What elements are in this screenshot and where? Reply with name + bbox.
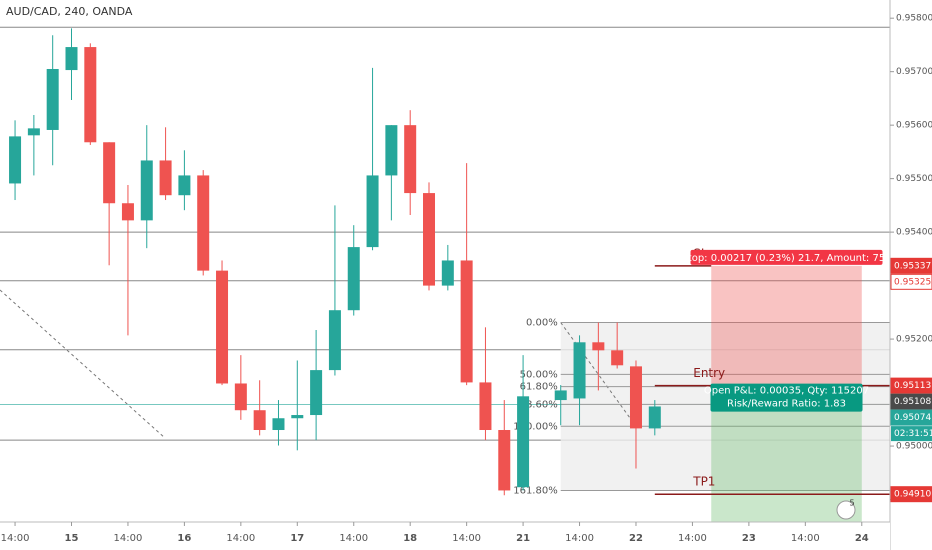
candle-body — [272, 418, 285, 431]
chart-title: AUD/CAD, 240, OANDA — [6, 5, 133, 18]
x-tick-label: 14:00 — [114, 533, 143, 544]
price-label: 0.95108 — [894, 397, 931, 407]
plot-area: 0.00%50.00%61.80%78.60%100.00%161.80%SLE… — [0, 26, 892, 522]
candle-body — [479, 382, 492, 431]
price-label-box — [890, 486, 932, 503]
x-tick-label: 24 — [855, 533, 869, 544]
fib-label: 50.00% — [520, 369, 558, 380]
candle-body — [216, 270, 229, 384]
entry-label: Entry — [693, 366, 725, 380]
x-tick-label: 15 — [65, 533, 79, 544]
y-tick-label: 0.95500 — [896, 174, 932, 184]
candle-body — [65, 47, 78, 71]
time-axis — [0, 522, 890, 550]
candle-body — [159, 160, 172, 196]
candle-body — [310, 370, 323, 416]
badge-icon — [836, 500, 856, 520]
candle-body — [178, 175, 191, 196]
candle-body — [592, 342, 605, 351]
badge: 5 — [849, 499, 854, 508]
candle-body — [573, 342, 586, 399]
price-label-box — [890, 273, 932, 290]
stop-text: Stop: 0.00217 (0.23%) 21.7, Amount: 750 — [681, 253, 891, 264]
candle-body — [234, 383, 247, 411]
x-tick-label: 14:00 — [339, 533, 368, 544]
candle-body — [46, 68, 59, 130]
x-tick-label: 14:00 — [565, 533, 594, 544]
x-tick-label: 14:00 — [791, 533, 820, 544]
price-label-box — [890, 377, 932, 394]
x-tick-label: 14:00 — [1, 533, 30, 544]
y-tick-label: 0.95600 — [896, 121, 932, 131]
fib-label: 100.00% — [513, 421, 558, 432]
x-tick-label: 17 — [290, 533, 304, 544]
candle-body — [366, 175, 379, 248]
fib-label: 78.60% — [520, 399, 558, 410]
target-label: TP1 — [692, 475, 715, 489]
y-tick-label: 0.95400 — [896, 228, 932, 238]
candle-body — [84, 47, 97, 143]
x-tick-label: 18 — [403, 533, 417, 544]
candle-body — [423, 193, 436, 286]
x-tick-label: 16 — [177, 533, 191, 544]
candle-body — [291, 415, 304, 419]
fib-label: 161.80% — [513, 485, 558, 496]
y-tick-label: 0.95800 — [896, 14, 932, 24]
candle-body — [197, 175, 210, 271]
candle-body — [517, 396, 530, 488]
price-label: 0.94910 — [894, 490, 931, 500]
candle-body — [9, 136, 22, 184]
candle-body — [629, 366, 642, 429]
candle-body — [611, 350, 624, 366]
price-label-box — [890, 257, 932, 274]
fib-label: 61.80% — [520, 382, 558, 393]
price-label: 0.95337 — [894, 261, 931, 271]
y-tick-label: 0.95700 — [896, 67, 932, 77]
trend-line — [0, 289, 166, 439]
candle-body — [347, 247, 360, 311]
x-tick-label: 23 — [742, 533, 756, 544]
candle-body — [328, 310, 341, 371]
pnl-box — [710, 383, 863, 412]
candle-body — [140, 160, 153, 221]
x-tick-label: 21 — [516, 533, 530, 544]
candle-body — [498, 430, 511, 491]
stop-box — [690, 249, 883, 265]
candle-body — [648, 406, 661, 429]
fib-label: 0.00% — [526, 318, 558, 329]
pnl-text: Open P&L: 0.00035, Qty: 115207 — [704, 386, 869, 397]
x-tick-label: 14:00 — [678, 533, 707, 544]
price-label: 0.95074 — [894, 413, 931, 423]
x-tick-label: 22 — [629, 533, 643, 544]
candle-body — [385, 125, 398, 176]
candle-body — [121, 203, 134, 221]
x-tick-label: 14:00 — [452, 533, 481, 544]
candle-body — [460, 260, 473, 383]
y-tick-label: 0.95200 — [896, 335, 932, 345]
price-label-box — [890, 393, 932, 410]
y-tick-label: 0.95000 — [896, 442, 932, 452]
rr-text: Risk/Reward Ratio: 1.83 — [727, 399, 846, 410]
price-label-box — [890, 409, 932, 426]
x-tick-label: 14:00 — [226, 533, 255, 544]
candle-body — [441, 260, 454, 286]
candle-body — [404, 125, 417, 194]
stop-zone — [711, 265, 862, 386]
countdown: 02:31:51 — [894, 429, 932, 439]
price-label: 0.95325 — [894, 277, 931, 287]
candle-body — [253, 410, 266, 431]
candle-body — [103, 142, 116, 204]
countdown-box — [891, 426, 932, 442]
candle-body — [554, 390, 567, 401]
candle-body — [27, 128, 40, 136]
price-label: 0.95113 — [894, 381, 931, 391]
